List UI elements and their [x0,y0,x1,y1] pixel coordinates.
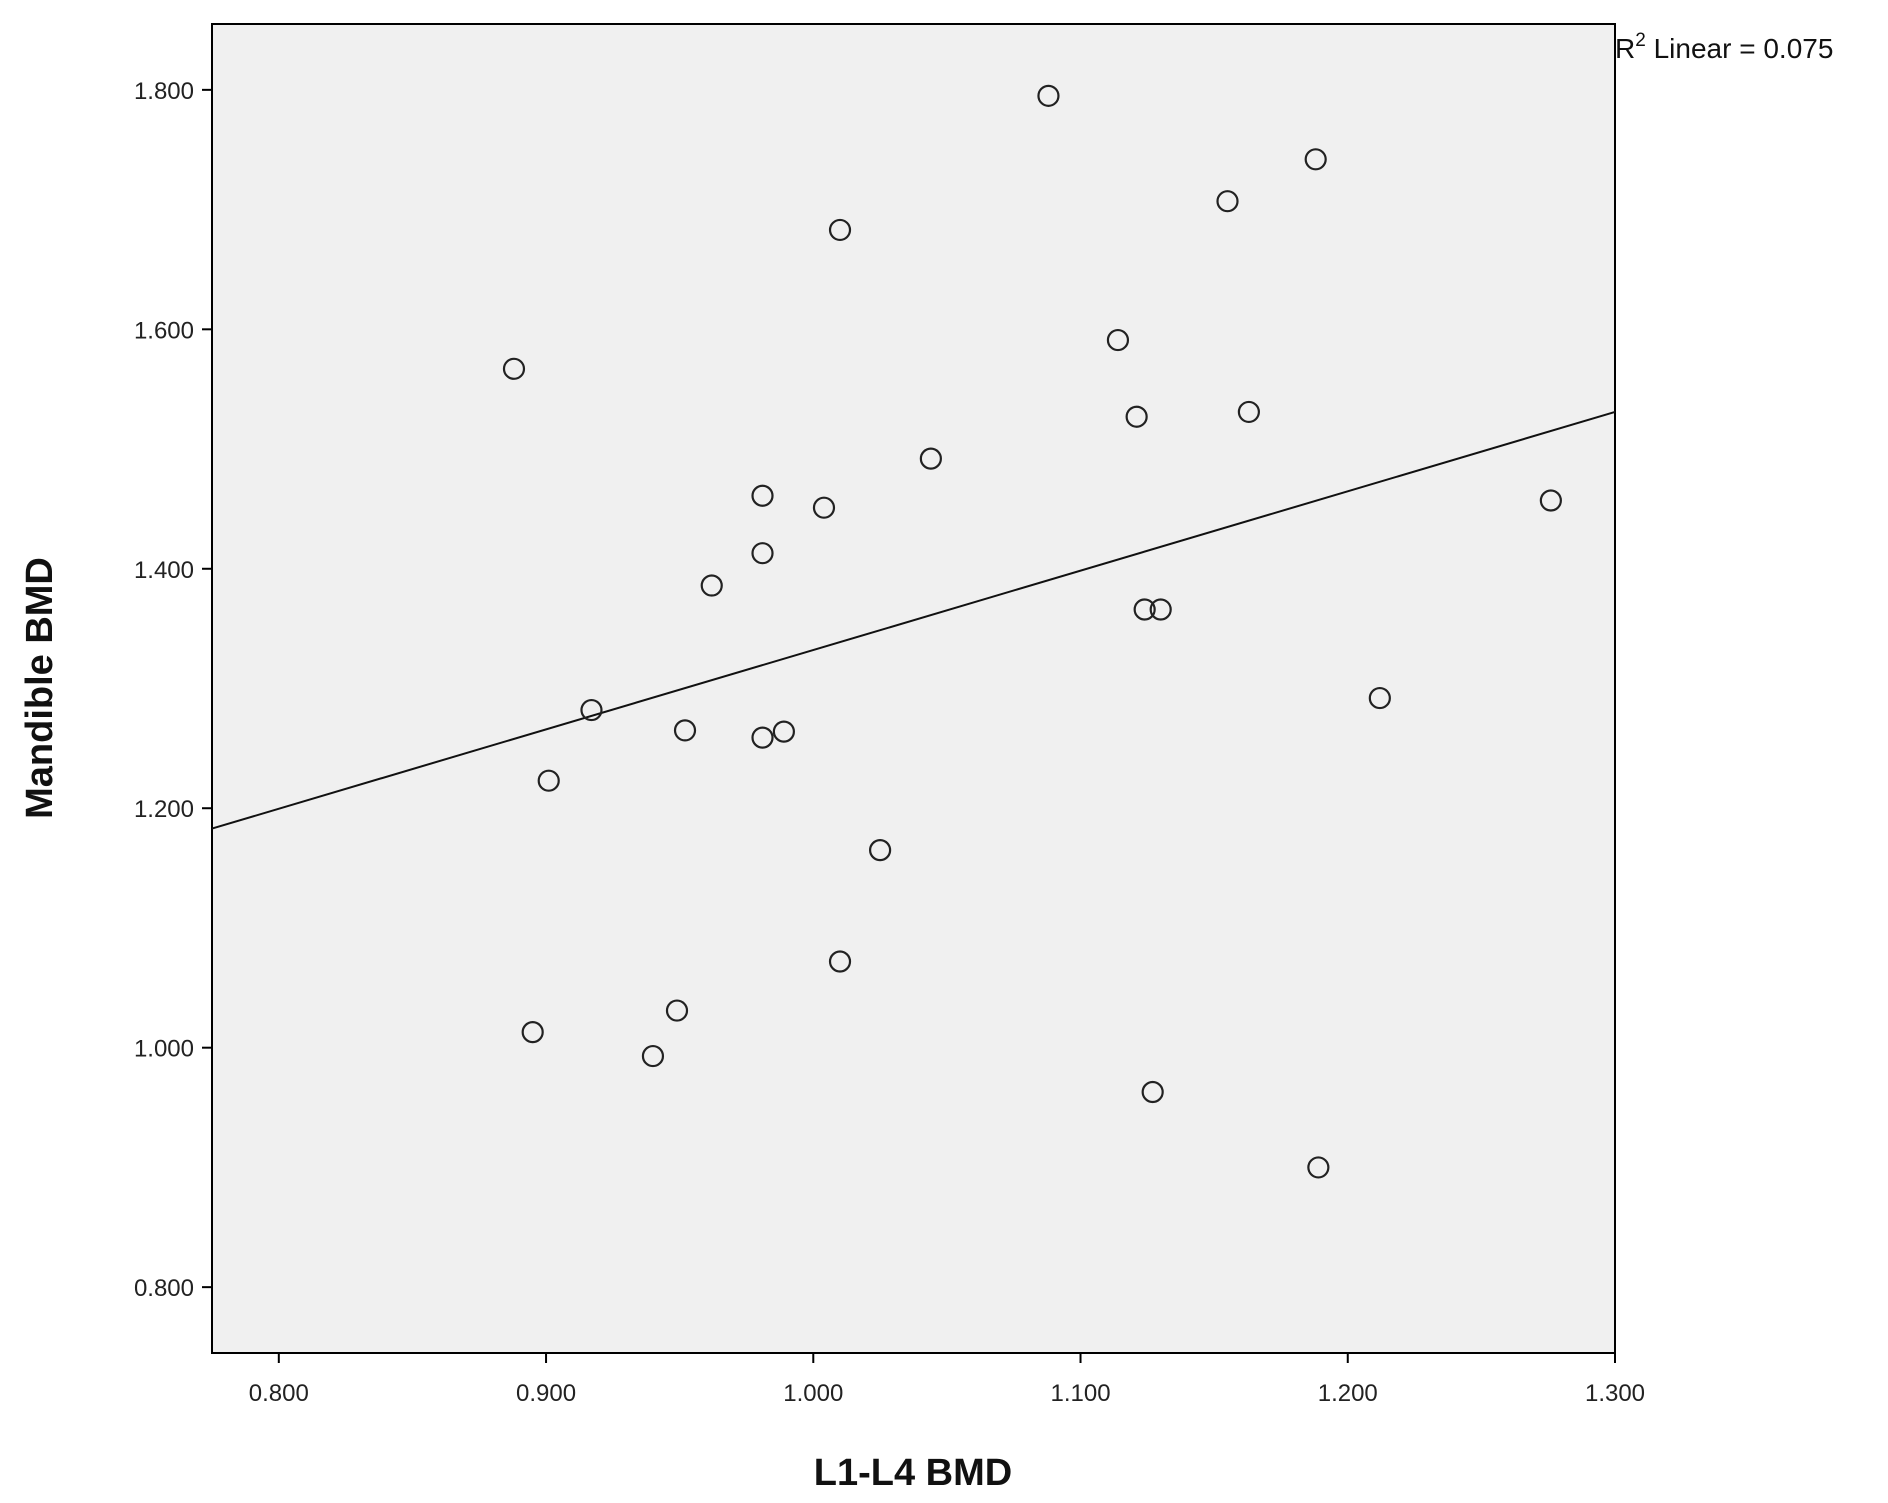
data-point [580,698,603,722]
fit-line-group [211,410,1616,830]
r2-text: Linear = 0.075 [1646,33,1834,64]
x-tick-label: 1.000 [783,1380,843,1407]
data-point [751,542,774,565]
r2-superscript: 2 [1635,30,1646,51]
data-point [868,839,892,862]
data-point [1237,400,1260,424]
y-tick-label: 1.800 [134,78,194,105]
y-tick-label: 1.400 [134,557,194,584]
data-point [537,769,560,792]
data-point [700,574,723,597]
data-point [919,447,942,470]
r2-prefix: R [1615,33,1635,64]
data-point [828,950,852,973]
data-point [665,999,689,1022]
data-point [1304,148,1327,171]
data-point [751,726,774,749]
x-tick-label: 1.300 [1585,1380,1645,1407]
data-point [1106,328,1130,352]
x-axis: 0.800 0.900 1.000 1.100 1.200 1.300 [249,1353,1645,1407]
data-point [772,720,795,743]
data-point [828,218,852,242]
data-point [1216,190,1239,213]
y-axis-title: Mandible BMD [19,557,61,819]
y-axis: 0.800 1.000 1.200 1.400 1.600 1.800 [134,78,212,1302]
data-point [502,357,526,380]
data-point [751,484,774,507]
x-axis-title: L1-L4 BMD [814,1452,1012,1494]
data-point [1307,1156,1330,1179]
data-point [1037,84,1060,107]
data-points [502,84,1562,1179]
data-point [1149,598,1172,621]
data-point [1539,489,1562,512]
data-point [1133,598,1156,621]
data-point [1368,686,1391,710]
data-point [1125,405,1148,428]
x-tick-label: 0.800 [249,1380,309,1407]
data-point [812,496,836,519]
data-point [641,1044,665,1068]
x-tick-label: 0.900 [516,1380,576,1407]
y-tick-label: 0.800 [134,1275,194,1302]
r2-annotation: R2 Linear = 0.075 [1615,30,1833,64]
x-tick-label: 1.100 [1050,1380,1110,1407]
data-point [1141,1080,1164,1104]
data-point [673,719,697,742]
y-tick-label: 1.000 [134,1036,194,1063]
linear-fit-line [211,410,1616,830]
data-point [521,1021,544,1044]
y-tick-label: 1.600 [134,317,194,344]
y-tick-label: 1.200 [134,796,194,823]
plot-area [211,23,1616,1354]
x-tick-label: 1.200 [1318,1380,1378,1407]
